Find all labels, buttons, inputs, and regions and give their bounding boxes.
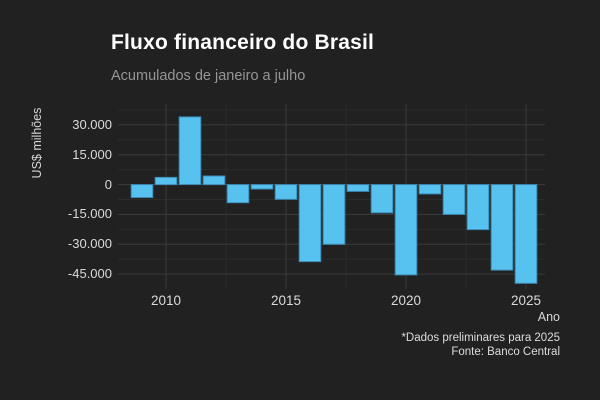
x-tick-label-2015: 2015: [270, 293, 302, 308]
bar-2023: [466, 184, 490, 231]
x-tick-label-2020: 2020: [390, 293, 422, 308]
bar-2019: [370, 184, 394, 214]
caption-note: *Dados preliminares para 2025: [401, 332, 560, 344]
plot-area: [118, 104, 545, 289]
bar-2011: [178, 116, 202, 185]
chart-title: Fluxo financeiro do Brasil: [111, 31, 375, 54]
chart-caption: *Dados preliminares para 2025 Fonte: Ban…: [401, 332, 560, 359]
y-tick-label--30000: -30.000: [67, 236, 112, 252]
bar-2009: [130, 184, 154, 198]
bar-2021: [418, 184, 442, 195]
y-tick-label--45000: -45.000: [67, 266, 112, 282]
bar-2024: [490, 184, 514, 271]
y-tick-label-0: 0: [104, 176, 112, 192]
bar-2010: [154, 176, 178, 186]
y-tick-label-15000: 15.000: [72, 146, 112, 162]
x-axis-title: Ano: [537, 310, 560, 324]
bar-chart-svg: [118, 104, 545, 289]
bar-2013: [226, 184, 250, 204]
chart-subtitle: Acumulados de janeiro a julho: [111, 68, 306, 84]
bar-2017: [322, 184, 346, 245]
bar-2020: [394, 184, 418, 276]
bar-2025: [514, 184, 538, 284]
x-tick-label-2010: 2010: [150, 293, 182, 308]
y-tick-label-30000: 30.000: [72, 116, 112, 132]
bar-2014: [250, 184, 274, 190]
bar-2012: [202, 175, 226, 186]
y-tick-label--15000: -15.000: [67, 206, 112, 222]
x-tick-label-2025: 2025: [511, 293, 542, 308]
bar-2018: [346, 184, 370, 192]
caption-source: Fonte: Banco Central: [451, 345, 560, 358]
bar-2022: [442, 184, 466, 215]
bar-2016: [298, 184, 322, 263]
bar-2015: [274, 184, 298, 200]
